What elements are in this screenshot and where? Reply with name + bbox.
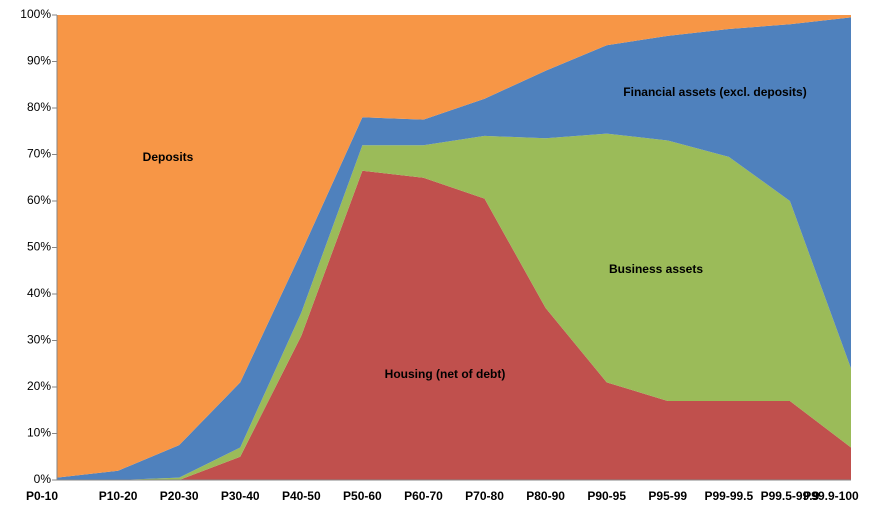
x-tick-label: P0-10 [26,489,58,503]
x-tick-label: P20-30 [160,489,199,503]
y-tick-label: 30% [27,333,51,347]
x-tick-label: P90-95 [587,489,626,503]
x-tick-label: P70-80 [465,489,504,503]
y-tick-label: 60% [27,193,51,207]
area-label: Deposits [143,150,194,164]
y-tick-label: 90% [27,54,51,68]
x-tick-label: P99.5-99.9 [761,489,820,503]
x-tick-label: P99-99.5 [704,489,753,503]
area [57,133,851,480]
y-tick-label: 10% [27,426,51,440]
y-tick-label: 20% [27,379,51,393]
x-tick-label: P10-20 [99,489,138,503]
x-tick-label: P60-70 [404,489,443,503]
x-tick-label: P30-40 [221,489,260,503]
area [57,15,851,478]
x-tick-label: P40-50 [282,489,321,503]
area [57,17,851,480]
y-tick-label: 80% [27,100,51,114]
area-label: Housing (net of debt) [385,367,506,381]
x-tick-label: P80-90 [526,489,565,503]
area [57,170,851,480]
y-tick-label: 70% [27,147,51,161]
x-tick-label: P95-99 [648,489,687,503]
y-tick-label: 100% [20,7,51,21]
area-label: Business assets [609,262,703,276]
x-tick-label: P50-60 [343,489,382,503]
area-label: Financial assets (excl. deposits) [623,85,806,99]
y-tick-label: 40% [27,286,51,300]
x-tick-label: P99.9-100 [803,489,859,503]
y-tick-label: 50% [27,240,51,254]
y-tick-label: 0% [34,472,52,486]
